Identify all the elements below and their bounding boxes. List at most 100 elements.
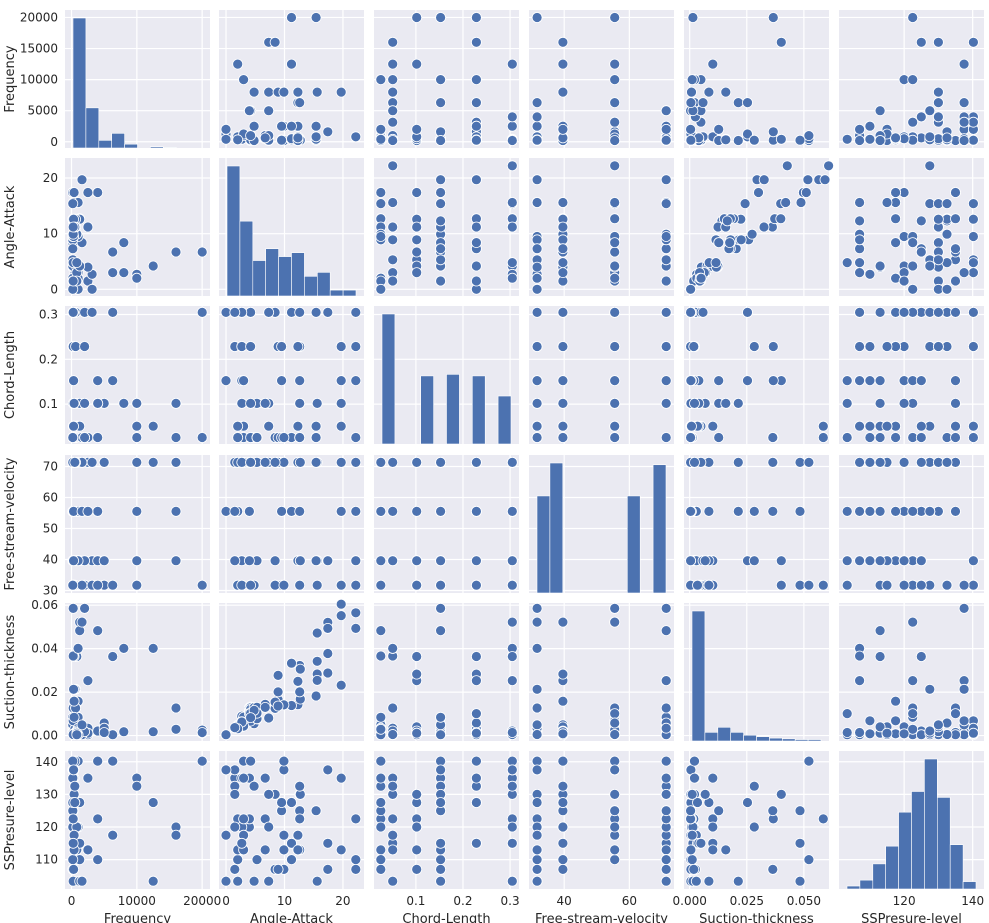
scatter-point — [387, 643, 399, 654]
scatter-point — [841, 708, 853, 719]
scatter-point — [470, 797, 482, 808]
scatter-point — [375, 723, 387, 735]
scatter-point — [720, 86, 732, 98]
histogram-bar — [743, 734, 757, 742]
scatter-point — [375, 231, 387, 242]
scatter-point — [322, 667, 334, 679]
scatter-point — [387, 844, 399, 856]
scatter-point — [68, 555, 79, 567]
scatter-point — [276, 341, 288, 352]
scatter-point — [411, 505, 423, 517]
scatter-point — [335, 598, 347, 610]
scatter-point — [531, 397, 543, 409]
scatter-point — [689, 397, 700, 409]
scatter-point — [688, 864, 700, 875]
scatter-point — [854, 456, 865, 468]
scatter-point — [259, 772, 271, 784]
scatter-point — [968, 267, 979, 279]
scatter-point — [411, 864, 423, 875]
scatter-point — [470, 221, 482, 233]
scatter-point — [506, 764, 518, 776]
scatter-point — [531, 683, 543, 695]
scatter-point — [506, 780, 518, 792]
scatter-point — [350, 306, 362, 318]
scatter-point — [881, 197, 893, 208]
y-tick-label: 140 — [35, 755, 58, 769]
scatter-point — [660, 805, 672, 817]
histogram-bar — [717, 726, 731, 742]
scatter-point — [506, 821, 518, 833]
scatter-point — [170, 702, 182, 714]
scatter-point — [107, 755, 119, 767]
scatter-point — [245, 755, 257, 767]
scatter-point — [107, 246, 119, 258]
histogram-bar — [150, 146, 164, 149]
x-tick-label: 0.025 — [730, 894, 764, 908]
scatter-point — [278, 86, 290, 98]
scatter-point — [841, 397, 853, 409]
y-tick-label: 30 — [43, 584, 58, 598]
scatter-point — [531, 764, 543, 776]
scatter-point — [68, 420, 79, 432]
scatter-point — [286, 854, 297, 865]
scatter-point — [609, 764, 621, 776]
x-tick-label: 120 — [893, 894, 916, 908]
scatter-point — [703, 875, 715, 887]
scatter-point — [435, 215, 447, 227]
scatter-point — [907, 723, 919, 735]
scatter-point — [220, 829, 232, 841]
scatter-point — [915, 375, 927, 387]
scatter-point — [411, 12, 423, 23]
scatter-point — [531, 616, 543, 628]
scatter-point — [375, 625, 387, 636]
scatter-point — [435, 864, 447, 875]
scatter-point — [874, 306, 886, 318]
scatter-point — [950, 708, 961, 719]
scatter-point — [411, 727, 423, 739]
scatter-point — [685, 505, 696, 517]
scatter-point — [435, 174, 447, 186]
scatter-point — [196, 306, 208, 318]
scatter-point — [531, 272, 543, 284]
scatter-point — [387, 58, 399, 70]
scatter-point — [854, 257, 865, 269]
scatter-point — [660, 397, 672, 409]
scatter-point — [854, 306, 865, 318]
scatter-point — [67, 813, 79, 825]
x-tick-label: 10 — [277, 894, 292, 908]
scatter-point — [531, 12, 543, 23]
scatter-point — [82, 505, 94, 517]
scatter-point — [941, 456, 953, 468]
scatter-point — [375, 74, 387, 85]
scatter-point — [147, 726, 159, 738]
scatter-point — [688, 341, 700, 352]
scatter-point — [933, 86, 944, 98]
scatter-point — [864, 432, 876, 443]
scatter-point — [854, 420, 865, 432]
scatter-point — [941, 283, 953, 295]
scatter-point — [67, 198, 79, 210]
scatter-point — [411, 267, 423, 279]
panel-SSPresure-level-vs-SSPresure-level — [839, 751, 984, 890]
histogram-bar — [769, 737, 783, 742]
panel-background — [839, 455, 984, 593]
scatter-point — [703, 86, 715, 98]
scatter-point — [881, 420, 893, 432]
panel-background — [684, 603, 829, 741]
scatter-point — [780, 197, 792, 208]
scatter-point — [107, 651, 119, 662]
scatter-point — [263, 821, 275, 833]
scatter-point — [915, 420, 927, 432]
scatter-point — [375, 555, 387, 567]
scatter-point — [685, 97, 697, 108]
scatter-point — [924, 260, 936, 272]
scatter-point — [470, 36, 482, 48]
scatter-point — [76, 579, 88, 591]
scatter-point — [958, 58, 970, 70]
scatter-point — [609, 341, 621, 352]
scatter-point — [795, 197, 807, 208]
scatter-point — [767, 375, 779, 387]
scatter-point — [470, 120, 482, 132]
scatter-point — [435, 456, 447, 468]
scatter-point — [933, 719, 944, 731]
